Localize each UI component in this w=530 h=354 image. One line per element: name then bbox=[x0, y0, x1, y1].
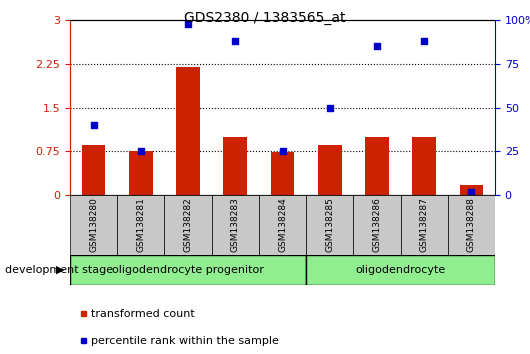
Point bbox=[373, 44, 381, 49]
Text: ▶: ▶ bbox=[56, 265, 65, 275]
Text: percentile rank within the sample: percentile rank within the sample bbox=[91, 336, 279, 346]
Bar bbox=[354, 195, 401, 255]
Bar bbox=[460, 184, 483, 195]
Text: GSM138287: GSM138287 bbox=[420, 198, 429, 252]
Point bbox=[231, 38, 240, 44]
Text: GSM138283: GSM138283 bbox=[231, 198, 240, 252]
Bar bbox=[318, 145, 341, 195]
Bar bbox=[401, 195, 448, 255]
Bar bbox=[365, 137, 388, 195]
Point bbox=[90, 122, 98, 128]
Bar bbox=[164, 195, 211, 255]
Text: GSM138281: GSM138281 bbox=[136, 198, 145, 252]
Text: GSM138280: GSM138280 bbox=[89, 198, 98, 252]
Point bbox=[420, 38, 428, 44]
Text: transformed count: transformed count bbox=[91, 309, 195, 319]
Bar bbox=[306, 195, 354, 255]
Bar bbox=[271, 153, 294, 195]
Text: GSM138286: GSM138286 bbox=[373, 198, 382, 252]
Text: GSM138282: GSM138282 bbox=[183, 198, 192, 252]
Bar bbox=[70, 195, 117, 255]
Text: GSM138285: GSM138285 bbox=[325, 198, 334, 252]
Bar bbox=[176, 67, 200, 195]
Bar bbox=[82, 145, 105, 195]
Point bbox=[467, 189, 475, 194]
Text: GSM138288: GSM138288 bbox=[467, 198, 476, 252]
Bar bbox=[117, 195, 164, 255]
Bar bbox=[306, 255, 495, 285]
Point bbox=[325, 105, 334, 110]
Bar bbox=[129, 151, 153, 195]
Bar bbox=[70, 255, 306, 285]
Point bbox=[137, 148, 145, 154]
Text: oligodendrocyte: oligodendrocyte bbox=[356, 265, 446, 275]
Bar bbox=[224, 137, 247, 195]
Point bbox=[184, 21, 192, 26]
Text: oligodendrocyte progenitor: oligodendrocyte progenitor bbox=[112, 265, 264, 275]
Text: GDS2380 / 1383565_at: GDS2380 / 1383565_at bbox=[184, 11, 346, 25]
Text: GSM138284: GSM138284 bbox=[278, 198, 287, 252]
Bar bbox=[211, 195, 259, 255]
Bar bbox=[448, 195, 495, 255]
Point bbox=[278, 148, 287, 154]
Bar bbox=[259, 195, 306, 255]
Text: development stage: development stage bbox=[5, 265, 113, 275]
Bar bbox=[412, 137, 436, 195]
